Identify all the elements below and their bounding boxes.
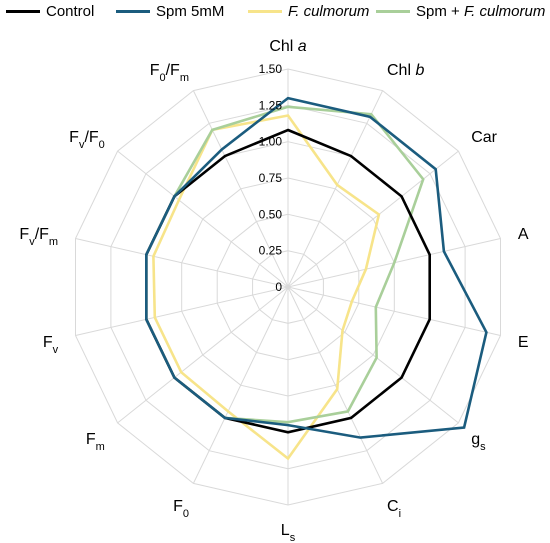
axis-label-4: E (518, 334, 529, 351)
radar-spokes (75, 69, 501, 505)
axis-label-3: A (518, 226, 529, 243)
radar-axis-labels: Chl a Chl b Car A Egs Ci Ls F0 Fm Fv Fv/Fm Fv/F0 F0/… (19, 38, 528, 543)
axis-label-0: Chl a (269, 38, 306, 55)
spoke-12 (117, 150, 289, 288)
legend-label-spm-fculmorum: Spm + F. culmorum (416, 3, 546, 20)
radar-series (145, 96, 488, 461)
axis-label-9: Fm (86, 431, 105, 453)
legend-label-fculmorum: F. culmorum (288, 3, 370, 20)
tick-label-1: 0.25 (259, 244, 283, 258)
series-line-2 (152, 114, 381, 461)
spoke-4 (287, 286, 501, 336)
axis-label-13: F0/Fm (150, 62, 189, 84)
legend-label-control: Control (46, 3, 95, 20)
series-line-1 (145, 96, 488, 439)
legend-item-spm: Spm 5mM (116, 3, 224, 20)
legend-item-spm-fculmorum: Spm + F. culmorum (376, 3, 545, 20)
tick-label-4: 1.00 (259, 135, 283, 149)
spoke-5 (287, 286, 459, 424)
tick-label-6: 1.50 (259, 62, 283, 76)
legend: Control Spm 5mM F. culmorum Spm + F. cul… (0, 0, 550, 24)
axis-label-5: gs (471, 431, 486, 453)
axis-label-2: Car (471, 129, 497, 146)
tick-label-3: 0.75 (259, 171, 283, 185)
legend-item-control: Control (6, 3, 94, 20)
axis-label-8: F0 (173, 498, 189, 520)
legend-swatch-control (6, 10, 40, 13)
axis-label-6: Ci (387, 498, 401, 520)
legend-item-fculmorum: F. culmorum (248, 3, 369, 20)
spoke-13 (192, 90, 289, 288)
spoke-10 (75, 286, 289, 336)
tick-label-2: 0.50 (259, 207, 283, 221)
spoke-9 (117, 286, 289, 424)
radar-tick-labels: 0 0.25 0.50 0.75 1.00 1.25 1.50 (259, 62, 283, 294)
axis-label-7: Ls (281, 522, 296, 543)
legend-swatch-spm-fculmorum (376, 10, 410, 13)
spoke-1 (287, 90, 384, 288)
axis-label-11: Fv/Fm (19, 226, 58, 248)
spoke-2 (287, 150, 459, 288)
spoke-11 (75, 238, 289, 288)
tick-label-0: 0 (275, 280, 282, 294)
axis-label-1: Chl b (387, 62, 424, 79)
spoke-6 (287, 286, 384, 484)
axis-label-12: Fv/F0 (69, 129, 105, 151)
legend-swatch-spm (116, 10, 150, 13)
tick-label-5: 1.25 (259, 98, 283, 112)
spoke-8 (192, 286, 289, 484)
legend-swatch-fculmorum (248, 10, 282, 13)
legend-label-spm: Spm 5mM (156, 3, 225, 20)
axis-label-10: Fv (43, 334, 59, 356)
